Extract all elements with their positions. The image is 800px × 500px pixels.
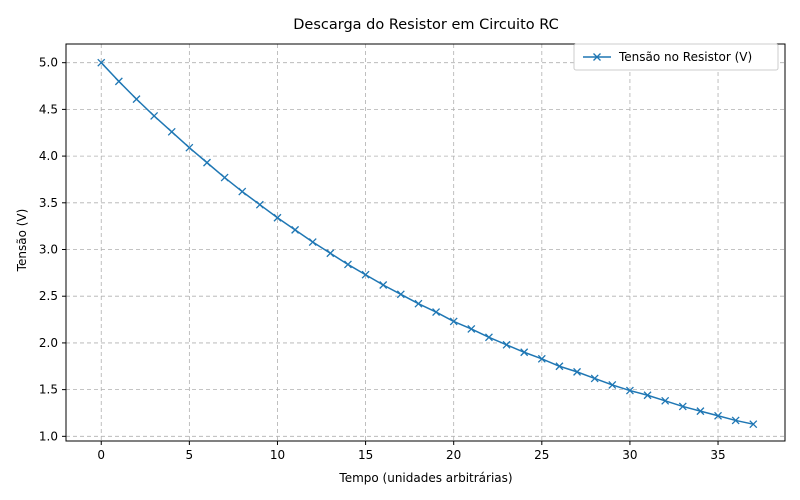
x-tick-label: 25 xyxy=(534,448,549,462)
legend-label: Tensão no Resistor (V) xyxy=(618,50,752,64)
data-point xyxy=(344,260,352,269)
legend-box xyxy=(573,43,779,71)
data-point xyxy=(432,308,441,317)
data-point xyxy=(643,391,652,400)
data-point xyxy=(678,402,687,411)
data-point xyxy=(185,143,194,152)
y-tick-label: 2.0 xyxy=(39,336,58,350)
plot-frame xyxy=(65,43,786,442)
series-line xyxy=(100,62,754,425)
ticks: 0 5 10 15 20 25 30 35 1.0 1.5 2.0 2.5 3.0 3.5 4.0 4.5 5.… xyxy=(39,56,726,462)
x-tick-label: 10 xyxy=(270,448,285,462)
data-point xyxy=(255,200,264,209)
data-point xyxy=(132,95,141,104)
data-point xyxy=(590,374,599,383)
data-point xyxy=(396,290,405,299)
data-point xyxy=(502,340,511,349)
data-point xyxy=(414,299,423,308)
data-point xyxy=(220,173,229,182)
data-point xyxy=(484,333,493,342)
grid xyxy=(66,44,785,441)
data-point xyxy=(150,111,159,120)
data-point xyxy=(555,362,564,371)
data-point xyxy=(379,281,388,289)
data-point xyxy=(661,396,670,405)
y-tick-label: 4.0 xyxy=(39,149,58,163)
data-point xyxy=(203,158,211,167)
x-tick-label: 15 xyxy=(358,448,373,462)
data-point xyxy=(714,411,722,420)
x-tick-label: 5 xyxy=(186,448,194,462)
data-point xyxy=(537,354,546,363)
data-point xyxy=(696,407,705,416)
data-point xyxy=(308,238,317,246)
x-tick-label: 20 xyxy=(446,448,461,462)
data-point xyxy=(749,420,758,429)
y-tick-label: 1.5 xyxy=(39,383,58,397)
y-tick-label: 2.5 xyxy=(39,289,58,303)
data-point xyxy=(167,127,176,136)
data-point xyxy=(573,367,582,376)
y-tick-label: 1.0 xyxy=(39,429,58,443)
data-point xyxy=(625,386,634,395)
data-point xyxy=(449,317,458,326)
data-point xyxy=(97,58,106,67)
x-axis-label: Tempo (unidades arbitrárias) xyxy=(338,471,512,485)
data-point xyxy=(731,416,740,425)
data-point xyxy=(326,249,335,258)
data-point xyxy=(361,270,370,279)
y-axis-label: Tensão (V) xyxy=(15,209,29,273)
chart-title: Descarga do Resistor em Circuito RC xyxy=(293,17,558,33)
y-tick-label: 5.0 xyxy=(39,56,58,70)
legend: Tensão no Resistor (V) xyxy=(573,43,779,71)
data-point xyxy=(114,77,123,86)
y-tick-label: 3.5 xyxy=(39,196,58,210)
y-tick-label: 3.0 xyxy=(39,243,58,257)
legend-marker xyxy=(593,53,601,61)
data-point xyxy=(273,213,282,222)
x-tick-label: 30 xyxy=(622,448,637,462)
data-point xyxy=(238,187,247,196)
y-tick-label: 4.5 xyxy=(39,102,58,116)
series-layer xyxy=(97,58,758,429)
data-point xyxy=(467,324,476,333)
data-point xyxy=(608,380,617,389)
x-tick-label: 35 xyxy=(710,448,725,462)
x-tick-label: 0 xyxy=(97,448,105,462)
data-point xyxy=(520,348,529,357)
data-point xyxy=(291,225,300,234)
